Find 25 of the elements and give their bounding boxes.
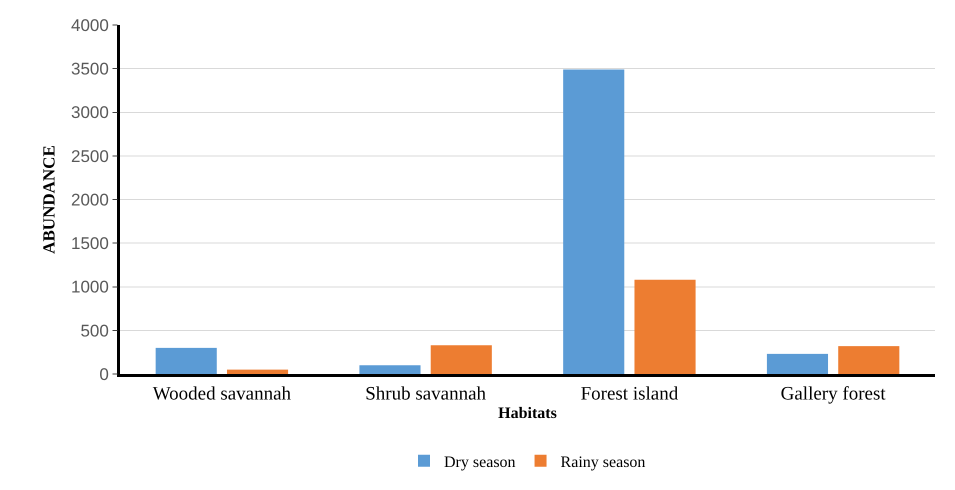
y-tick-label: 4000 bbox=[71, 16, 109, 35]
legend-label: Rainy season bbox=[560, 454, 646, 471]
y-axis-title: ABUNDANCE bbox=[40, 145, 59, 254]
y-tick-label: 3000 bbox=[71, 103, 109, 122]
y-tick-label: 500 bbox=[80, 321, 109, 340]
bar bbox=[838, 346, 900, 374]
y-tick-label: 3500 bbox=[71, 60, 109, 79]
y-tick-label: 1500 bbox=[71, 234, 109, 254]
y-tick-label: 0 bbox=[99, 364, 109, 384]
y-tick-label: 1000 bbox=[71, 278, 109, 297]
bar bbox=[766, 354, 828, 374]
bar bbox=[430, 345, 492, 374]
x-tick-label: Wooded savannah bbox=[152, 384, 292, 405]
y-tick-label: 2000 bbox=[71, 190, 109, 210]
x-tick-label: Gallery forest bbox=[780, 384, 886, 405]
y-tick-label: 2500 bbox=[71, 146, 109, 166]
bar bbox=[359, 365, 421, 374]
x-axis-title: Habitats bbox=[498, 405, 557, 422]
x-tick-label: Forest island bbox=[580, 384, 679, 405]
bar bbox=[563, 70, 624, 374]
bar bbox=[226, 370, 288, 374]
bar bbox=[156, 348, 217, 374]
x-tick-label: Shrub savannah bbox=[365, 384, 487, 405]
bar bbox=[634, 280, 696, 374]
legend-label: Dry season bbox=[444, 454, 516, 471]
